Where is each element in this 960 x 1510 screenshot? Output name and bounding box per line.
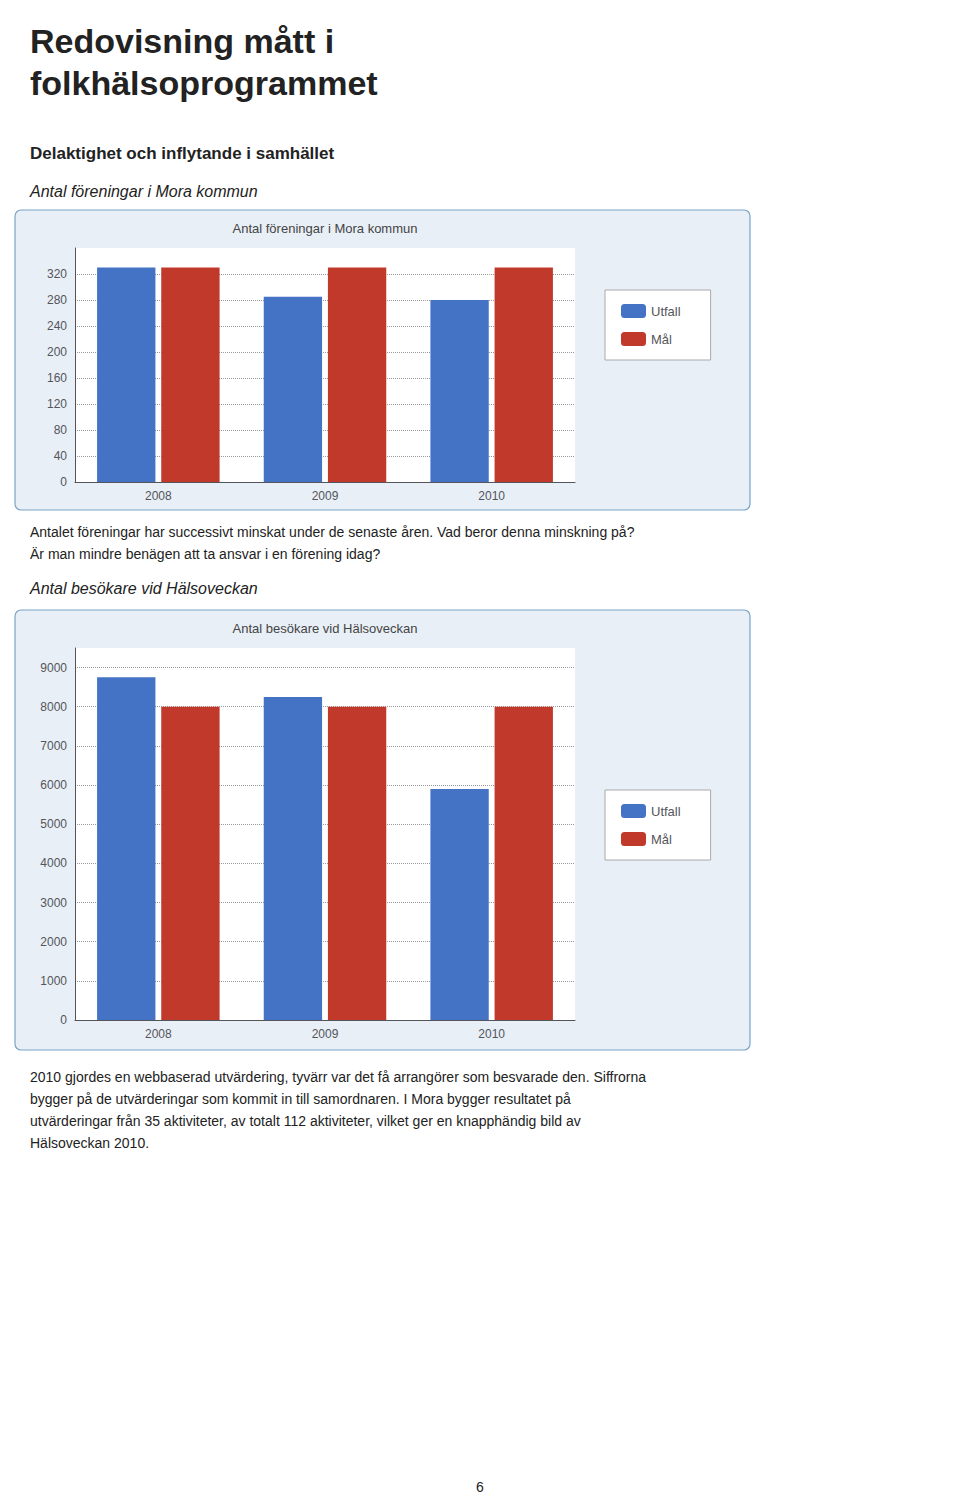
svg-text:9000: 9000	[40, 661, 67, 675]
svg-text:Redovisning mått i: Redovisning mått i	[30, 22, 334, 60]
svg-text:Mål: Mål	[651, 332, 672, 347]
svg-text:40: 40	[54, 449, 68, 463]
svg-text:160: 160	[47, 371, 67, 385]
svg-text:5000: 5000	[40, 817, 67, 831]
svg-text:6: 6	[476, 1479, 484, 1495]
svg-text:0: 0	[60, 475, 67, 489]
svg-text:Antalet föreningar har success: Antalet föreningar har successivt minska…	[30, 524, 635, 540]
svg-text:2009: 2009	[312, 1027, 339, 1041]
svg-text:Antal föreningar i Mora kommun: Antal föreningar i Mora kommun	[29, 183, 258, 200]
svg-text:280: 280	[47, 293, 67, 307]
svg-text:6000: 6000	[40, 778, 67, 792]
svg-text:3000: 3000	[40, 896, 67, 910]
svg-text:80: 80	[54, 423, 68, 437]
svg-text:240: 240	[47, 319, 67, 333]
svg-text:Antal föreningar i Mora kommun: Antal föreningar i Mora kommun	[233, 221, 418, 236]
svg-text:Hälsoveckan 2010.: Hälsoveckan 2010.	[30, 1135, 149, 1151]
svg-text:320: 320	[47, 267, 67, 281]
svg-text:8000: 8000	[40, 700, 67, 714]
svg-text:2008: 2008	[145, 489, 172, 503]
svg-text:2009: 2009	[312, 489, 339, 503]
svg-text:2010: 2010	[478, 489, 505, 503]
svg-text:2008: 2008	[145, 1027, 172, 1041]
svg-text:bygger på de utvärderingar som: bygger på de utvärderingar som kommit in…	[30, 1091, 571, 1107]
svg-text:2010: 2010	[478, 1027, 505, 1041]
svg-text:Mål: Mål	[651, 832, 672, 847]
svg-text:Antal besökare vid Hälsoveckan: Antal besökare vid Hälsoveckan	[29, 580, 258, 597]
svg-text:folkhälsoprogrammet: folkhälsoprogrammet	[30, 64, 378, 102]
svg-text:Antal besökare vid Hälsoveckan: Antal besökare vid Hälsoveckan	[233, 621, 418, 636]
svg-text:7000: 7000	[40, 739, 67, 753]
svg-text:2000: 2000	[40, 935, 67, 949]
svg-text:Utfall: Utfall	[651, 804, 681, 819]
svg-text:200: 200	[47, 345, 67, 359]
svg-text:4000: 4000	[40, 856, 67, 870]
svg-text:Delaktighet och inflytande i s: Delaktighet och inflytande i samhället	[30, 144, 335, 163]
svg-text:Är man mindre benägen att ta a: Är man mindre benägen att ta ansvar i en…	[30, 546, 380, 562]
svg-text:2010 gjordes en webbaserad utv: 2010 gjordes en webbaserad utvärdering, …	[30, 1069, 646, 1085]
svg-text:120: 120	[47, 397, 67, 411]
svg-text:1000: 1000	[40, 974, 67, 988]
svg-text:Utfall: Utfall	[651, 304, 681, 319]
svg-text:utvärderingar från 35 aktivite: utvärderingar från 35 aktiviteter, av to…	[30, 1113, 581, 1129]
svg-text:0: 0	[60, 1013, 67, 1027]
